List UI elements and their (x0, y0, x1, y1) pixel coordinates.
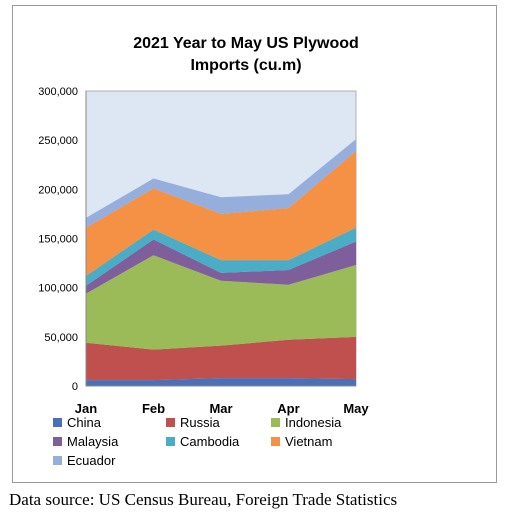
y-tick-label: 250,000 (38, 135, 78, 147)
chart-title-line-2: Imports (cu.m) (190, 57, 301, 74)
legend-swatch (53, 437, 62, 446)
chart-title-line-1: 2021 Year to May US Plywood (133, 35, 359, 52)
legend-item-ecuador: Ecuador (53, 453, 116, 468)
legend-item-vietnam: Vietnam (271, 434, 332, 449)
legend-label: Malaysia (67, 434, 119, 449)
chart-frame: 2021 Year to May US Plywood Imports (cu.… (12, 5, 497, 483)
legend-swatch (271, 418, 280, 427)
area-series-group (86, 139, 356, 386)
legend-item-malaysia: Malaysia (53, 434, 119, 449)
legend-label: Cambodia (180, 434, 240, 449)
area-series-russia (86, 336, 356, 381)
y-tick-label: 100,000 (38, 283, 78, 295)
x-tick-label: Jan (75, 401, 97, 416)
legend-swatch (271, 437, 280, 446)
area-series-ecuador (86, 139, 356, 228)
x-tick-labels: Jan Feb Mar Apr May (75, 401, 370, 416)
chart-svg: 2021 Year to May US Plywood Imports (cu.… (38, 35, 370, 468)
legend-label: Indonesia (285, 415, 342, 430)
y-tick-labels: 0 50,000 100,000 150,000 200,000 250,000 300,0… (38, 86, 78, 393)
chart-title: 2021 Year to May US Plywood Imports (cu.… (133, 35, 359, 74)
y-tick-label: 150,000 (38, 234, 78, 246)
legend-item-russia: Russia (166, 415, 221, 430)
legend-swatch (53, 418, 62, 427)
y-tick-label: 0 (72, 381, 78, 393)
area-series-china (86, 378, 356, 386)
legend-swatch (53, 456, 62, 465)
area-series-vietnam (86, 150, 356, 276)
legend-swatch (166, 437, 175, 446)
x-tick-label: Mar (209, 401, 232, 416)
legend: China Russia Indonesia Malaysia Cambodia Viet… (53, 415, 342, 468)
legend-label: Vietnam (285, 434, 332, 449)
area-series-cambodia (86, 227, 356, 286)
y-tick-label: 300,000 (38, 86, 78, 98)
source-note: Data source: US Census Bureau, Foreign T… (9, 490, 398, 509)
legend-item-cambodia: Cambodia (166, 434, 240, 449)
legend-label: China (67, 415, 102, 430)
x-tick-label: Apr (277, 401, 299, 416)
y-tick-label: 50,000 (44, 332, 78, 344)
legend-item-indonesia: Indonesia (271, 415, 342, 430)
area-series-indonesia (86, 255, 356, 350)
x-tick-label: May (343, 401, 369, 416)
legend-label: Russia (180, 415, 221, 430)
y-tick-label: 200,000 (38, 184, 78, 196)
legend-label: Ecuador (67, 453, 116, 468)
x-tick-label: Feb (142, 401, 165, 416)
legend-swatch (166, 418, 175, 427)
area-series-malaysia (86, 239, 356, 294)
legend-item-china: China (53, 415, 102, 430)
